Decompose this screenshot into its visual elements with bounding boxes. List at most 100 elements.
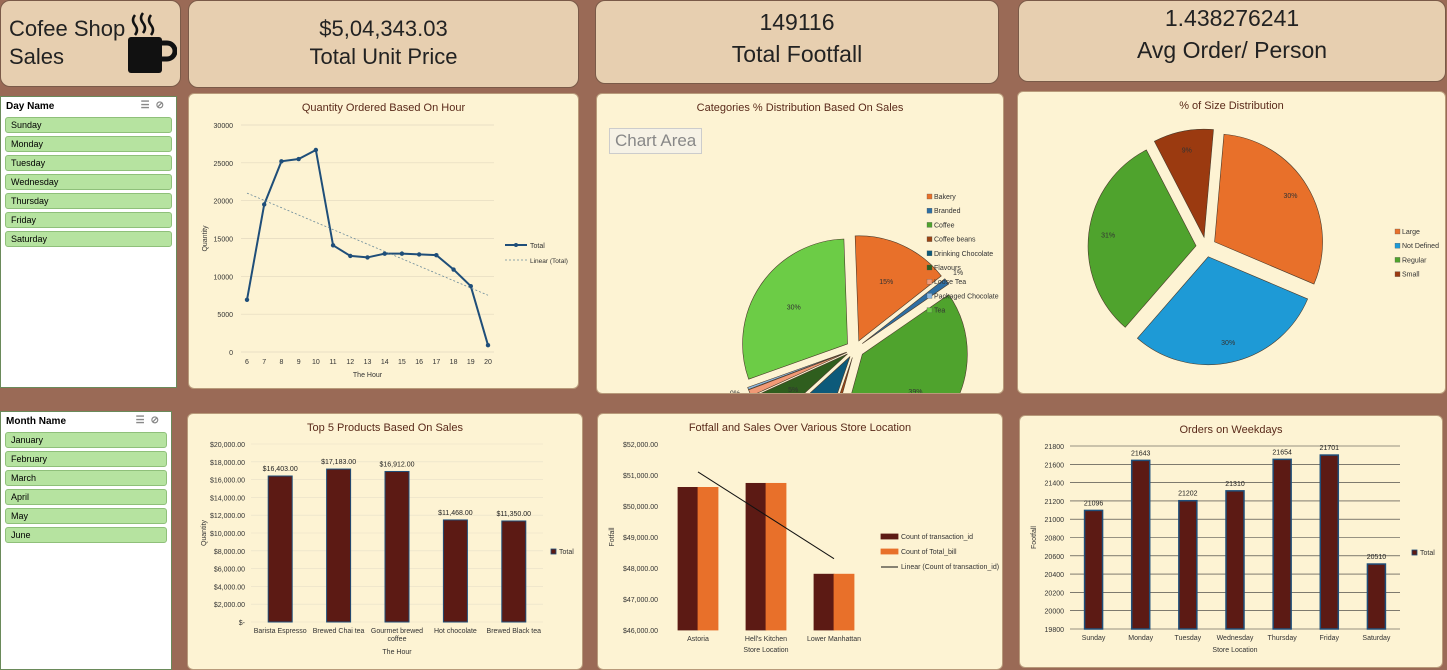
month-slicer-item-june[interactable]: June (5, 527, 167, 543)
month-slicer-item-april[interactable]: April (5, 489, 167, 505)
day-slicer-item-monday[interactable]: Monday (5, 136, 172, 152)
x-tick-label: Brewed Black tea (487, 628, 542, 635)
x-tick-label: 13 (364, 359, 372, 366)
x-tick-label: Wednesday (1217, 635, 1254, 642)
y-axis-label: Footfall (1031, 526, 1038, 549)
legend-label: Packaged Chocolate (934, 293, 999, 300)
y-tick-label: 19800 (1045, 627, 1065, 634)
top-products-panel[interactable]: Top 5 Products Based On Sales $- $2,000.0… (187, 413, 583, 670)
quantity-by-hour-chart[interactable]: 0 5000 10000 15000 20000 25000 30000 6 7 8 9 10 11 12… (189, 94, 579, 389)
data-point (313, 147, 319, 153)
bar (267, 475, 293, 623)
legend-swatch (550, 548, 557, 555)
x-axis-label: The Hour (382, 649, 412, 656)
quantity-by-hour-panel[interactable]: Quantity Ordered Based On Hour 0 5000 1000… (188, 93, 579, 389)
coffee-cup-icon (128, 12, 177, 73)
day-slicer-item-wednesday[interactable]: Wednesday (5, 174, 172, 190)
y-tick-label: 5000 (217, 312, 233, 319)
legend-label: Loose Tea (934, 279, 966, 286)
legend-label-trend: Linear (Total) (530, 258, 568, 265)
y-tick-label: 20200 (1045, 590, 1065, 597)
weekday-orders-chart[interactable]: 19800 20000 20200 20400 20600 20800 21000 21200… (1020, 416, 1443, 668)
y-tick-label: $48,000.00 (623, 566, 658, 573)
x-tick-label: Brewed Chai tea (313, 628, 365, 635)
x-tick-label: 14 (381, 359, 389, 366)
pie-data-label: 39% (908, 389, 922, 394)
y-tick-label: $4,000.00 (214, 584, 245, 591)
legend-label: Regular (1402, 257, 1427, 264)
pie-slice-not-defined (1136, 256, 1309, 366)
store-location-title: Fotfall and Sales Over Various Store Loc… (688, 422, 912, 434)
x-tick-label: 18 (450, 359, 458, 366)
multi-select-icon[interactable]: ☰ (140, 100, 156, 111)
pie-data-label: 15% (879, 279, 893, 286)
x-tick-label: Barista Espresso (254, 628, 307, 635)
data-point (348, 253, 353, 259)
legend-label: Count of Total_bill (901, 549, 957, 556)
legend-swatch (1411, 549, 1418, 556)
y-tick-label: 20600 (1045, 554, 1065, 561)
y-tick-label: $20,000.00 (210, 442, 245, 449)
y-tick-label: 15000 (214, 237, 234, 244)
data-point (296, 156, 301, 162)
total-unit-price-value: $5,04,343.03 (319, 16, 448, 41)
data-point (262, 202, 267, 207)
quantity-by-hour-title: Quantity Ordered Based On Hour (301, 102, 466, 114)
legend-label: Small (1402, 272, 1420, 279)
total-footfall-value: 149116 (759, 9, 835, 35)
x-tick-label: Monday (1128, 635, 1153, 642)
day-slicer-item-friday[interactable]: Friday (5, 212, 172, 228)
top-products-title: Top 5 Products Based On Sales (307, 422, 463, 434)
bar (745, 482, 767, 631)
bar (442, 519, 468, 623)
pie-data-label: 0% (730, 390, 740, 394)
clear-filter-icon[interactable]: ⊘ (155, 100, 170, 111)
month-slicer-item-may[interactable]: May (5, 508, 167, 524)
day-slicer-item-thursday[interactable]: Thursday (5, 193, 172, 209)
trendline (246, 192, 489, 296)
total-footfall-card: 149116 Total Footfall (595, 0, 999, 84)
series-line-total (246, 148, 489, 346)
pie-data-label: 30% (1283, 193, 1297, 200)
top-products-chart[interactable]: $- $2,000.00 $4,000.00 $6,000.00 $8,000.00 $1… (188, 414, 583, 670)
legend-label: Large (1402, 229, 1420, 236)
y-tick-label: 20000 (1045, 609, 1065, 616)
day-slicer-item-saturday[interactable]: Saturday (5, 231, 172, 247)
day-slicer-item-sunday[interactable]: Sunday (5, 117, 172, 133)
data-label: 21202 (1178, 491, 1198, 498)
store-location-chart[interactable]: $46,000.00 $47,000.00 $48,000.00 $49,000.00… (598, 414, 1003, 670)
size-distribution-chart[interactable]: 30% Large 30% Not Defined 31% Regular 9% Small (1018, 92, 1446, 394)
category-distribution-panel[interactable]: Categories % Distribution Based On Sales… (596, 93, 1004, 394)
x-tick-label: 15 (398, 359, 406, 366)
legend-swatch (926, 279, 933, 285)
data-label: 21310 (1225, 481, 1245, 488)
data-point (244, 297, 250, 302)
x-tick-label: 6 (245, 359, 249, 366)
data-point (399, 251, 405, 256)
pie-data-label: 30% (787, 304, 801, 311)
avg-order-value: 1.438276241 (1164, 5, 1300, 31)
x-tick-label: coffee (388, 636, 407, 643)
y-tick-label: 21800 (1045, 444, 1065, 451)
store-location-panel[interactable]: Fotfall and Sales Over Various Store Loc… (597, 413, 1003, 670)
x-tick-label: Lower Manhattan (807, 636, 861, 643)
pie-data-label: 30% (1221, 340, 1235, 347)
size-distribution-panel[interactable]: % of Size Distribution 30% Large 30% Not De… (1017, 91, 1446, 394)
month-slicer-item-march[interactable]: March (5, 470, 167, 486)
legend-label: Drinking Chocolate (934, 251, 993, 258)
legend-swatch (926, 222, 933, 228)
x-axis-label: The Hour (353, 372, 383, 379)
day-slicer-item-tuesday[interactable]: Tuesday (5, 155, 172, 171)
pie-slice-loose-tea (748, 352, 847, 393)
month-slicer-item-february[interactable]: February (5, 451, 167, 467)
month-slicer-item-january[interactable]: January (5, 432, 167, 448)
data-label: 21701 (1320, 445, 1340, 452)
title-card: Cofee Shop Sales (0, 0, 181, 87)
y-tick-label: $14,000.00 (210, 495, 245, 502)
weekday-orders-panel[interactable]: Orders on Weekdays 19800 20000 20200 20400 2… (1019, 415, 1443, 668)
x-tick-label: 17 (432, 359, 440, 366)
clear-filter-icon[interactable]: ⊘ (150, 415, 165, 426)
multi-select-icon[interactable]: ☰ (135, 415, 151, 426)
bar (697, 487, 719, 631)
